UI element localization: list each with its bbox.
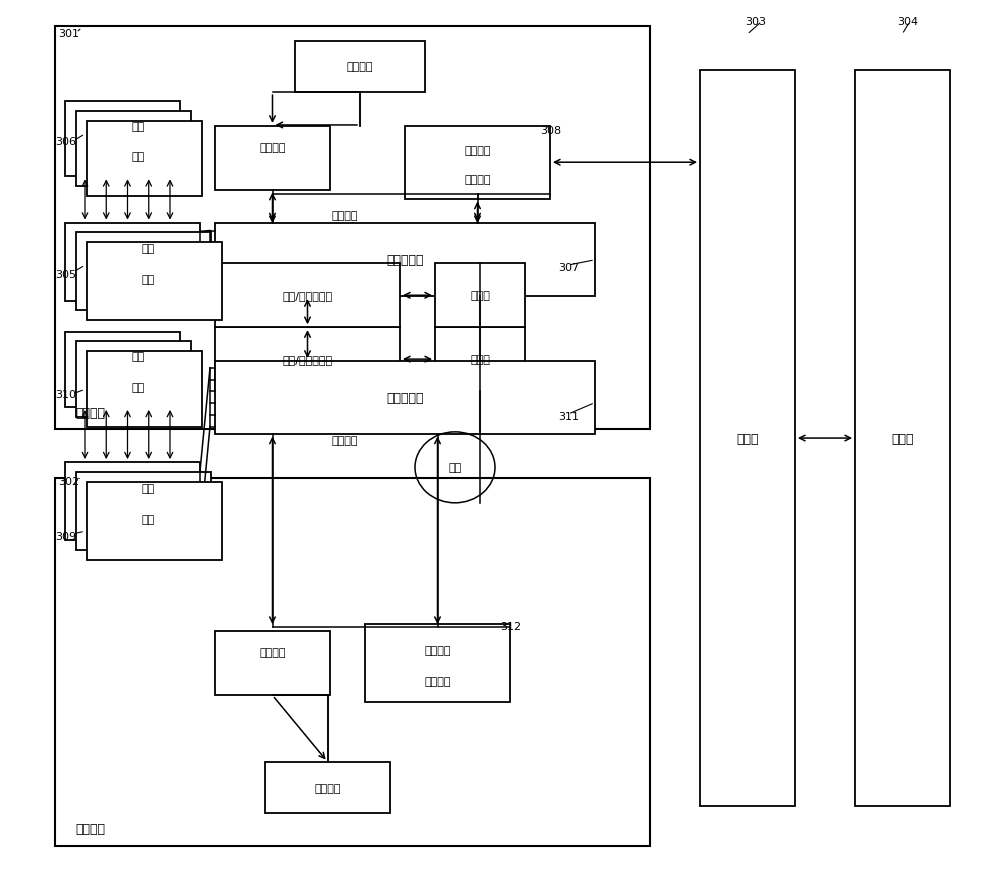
Bar bbox=[215, 127, 330, 190]
Bar bbox=[65, 102, 180, 177]
Bar bbox=[87, 482, 222, 560]
Bar bbox=[855, 71, 950, 806]
Bar bbox=[87, 121, 202, 197]
Text: 单板状态: 单板状态 bbox=[424, 645, 451, 656]
Bar bbox=[365, 625, 510, 703]
Bar bbox=[215, 632, 330, 696]
Bar bbox=[215, 264, 400, 328]
Text: 局端设备: 局端设备 bbox=[75, 406, 105, 419]
Text: 监控电路: 监控电路 bbox=[424, 677, 451, 687]
Bar bbox=[76, 342, 191, 417]
Bar bbox=[76, 233, 211, 311]
Text: 网管端: 网管端 bbox=[736, 432, 759, 445]
Text: 插槽: 插槽 bbox=[142, 515, 155, 525]
Bar bbox=[215, 328, 400, 392]
Text: 电源电路: 电源电路 bbox=[259, 143, 286, 152]
Bar bbox=[295, 42, 425, 93]
Text: 光模块: 光模块 bbox=[470, 291, 490, 301]
Text: 上位机: 上位机 bbox=[891, 432, 914, 445]
Bar bbox=[405, 127, 550, 199]
Text: 模块: 模块 bbox=[132, 382, 145, 392]
Text: 接口: 接口 bbox=[132, 352, 145, 362]
Text: 复用/解复用电路: 复用/解复用电路 bbox=[282, 354, 333, 365]
Bar bbox=[76, 112, 191, 187]
Bar bbox=[87, 243, 222, 321]
Bar bbox=[65, 332, 180, 408]
Bar bbox=[215, 361, 595, 434]
Bar bbox=[435, 264, 525, 328]
Bar bbox=[55, 478, 650, 846]
Text: 主控制电路: 主控制电路 bbox=[386, 254, 424, 267]
Text: 复用/解复用电路: 复用/解复用电路 bbox=[282, 291, 333, 301]
Text: 接口: 接口 bbox=[132, 121, 145, 132]
Bar bbox=[55, 27, 650, 430]
Text: 307: 307 bbox=[558, 262, 579, 273]
Text: 光纤: 光纤 bbox=[448, 462, 462, 473]
Text: 模块: 模块 bbox=[132, 152, 145, 162]
Text: 301: 301 bbox=[58, 28, 79, 39]
Text: 305: 305 bbox=[55, 269, 76, 280]
Text: 304: 304 bbox=[897, 17, 918, 27]
Text: 插槽: 插槽 bbox=[142, 276, 155, 285]
Text: 309: 309 bbox=[55, 531, 76, 541]
Text: 监控电路: 监控电路 bbox=[464, 175, 491, 184]
Text: 单板状态: 单板状态 bbox=[464, 145, 491, 156]
Text: 模块: 模块 bbox=[142, 244, 155, 254]
Text: 电源接口: 电源接口 bbox=[347, 62, 373, 73]
Bar bbox=[65, 223, 200, 301]
Text: 光模块: 光模块 bbox=[470, 354, 490, 365]
Text: 311: 311 bbox=[558, 411, 579, 422]
Text: 312: 312 bbox=[500, 621, 521, 632]
Bar bbox=[65, 462, 200, 540]
Bar bbox=[700, 71, 795, 806]
Text: 306: 306 bbox=[55, 136, 76, 147]
Bar bbox=[215, 224, 595, 297]
Bar bbox=[435, 328, 525, 392]
Text: 主控制电路: 主控制电路 bbox=[386, 392, 424, 404]
Text: 电源电路: 电源电路 bbox=[259, 648, 286, 657]
Text: 308: 308 bbox=[540, 126, 561, 136]
Text: 302: 302 bbox=[58, 476, 79, 486]
Text: 模块: 模块 bbox=[142, 483, 155, 494]
Text: 电源接口: 电源接口 bbox=[314, 782, 341, 793]
Text: 电源网络: 电源网络 bbox=[332, 211, 358, 222]
Text: 303: 303 bbox=[745, 17, 766, 27]
Text: 远端设备: 远端设备 bbox=[75, 822, 105, 835]
Bar bbox=[265, 762, 390, 813]
Bar bbox=[76, 472, 211, 550]
Bar bbox=[87, 352, 202, 427]
Text: 310: 310 bbox=[55, 389, 76, 400]
Text: 电源网络: 电源网络 bbox=[332, 435, 358, 446]
